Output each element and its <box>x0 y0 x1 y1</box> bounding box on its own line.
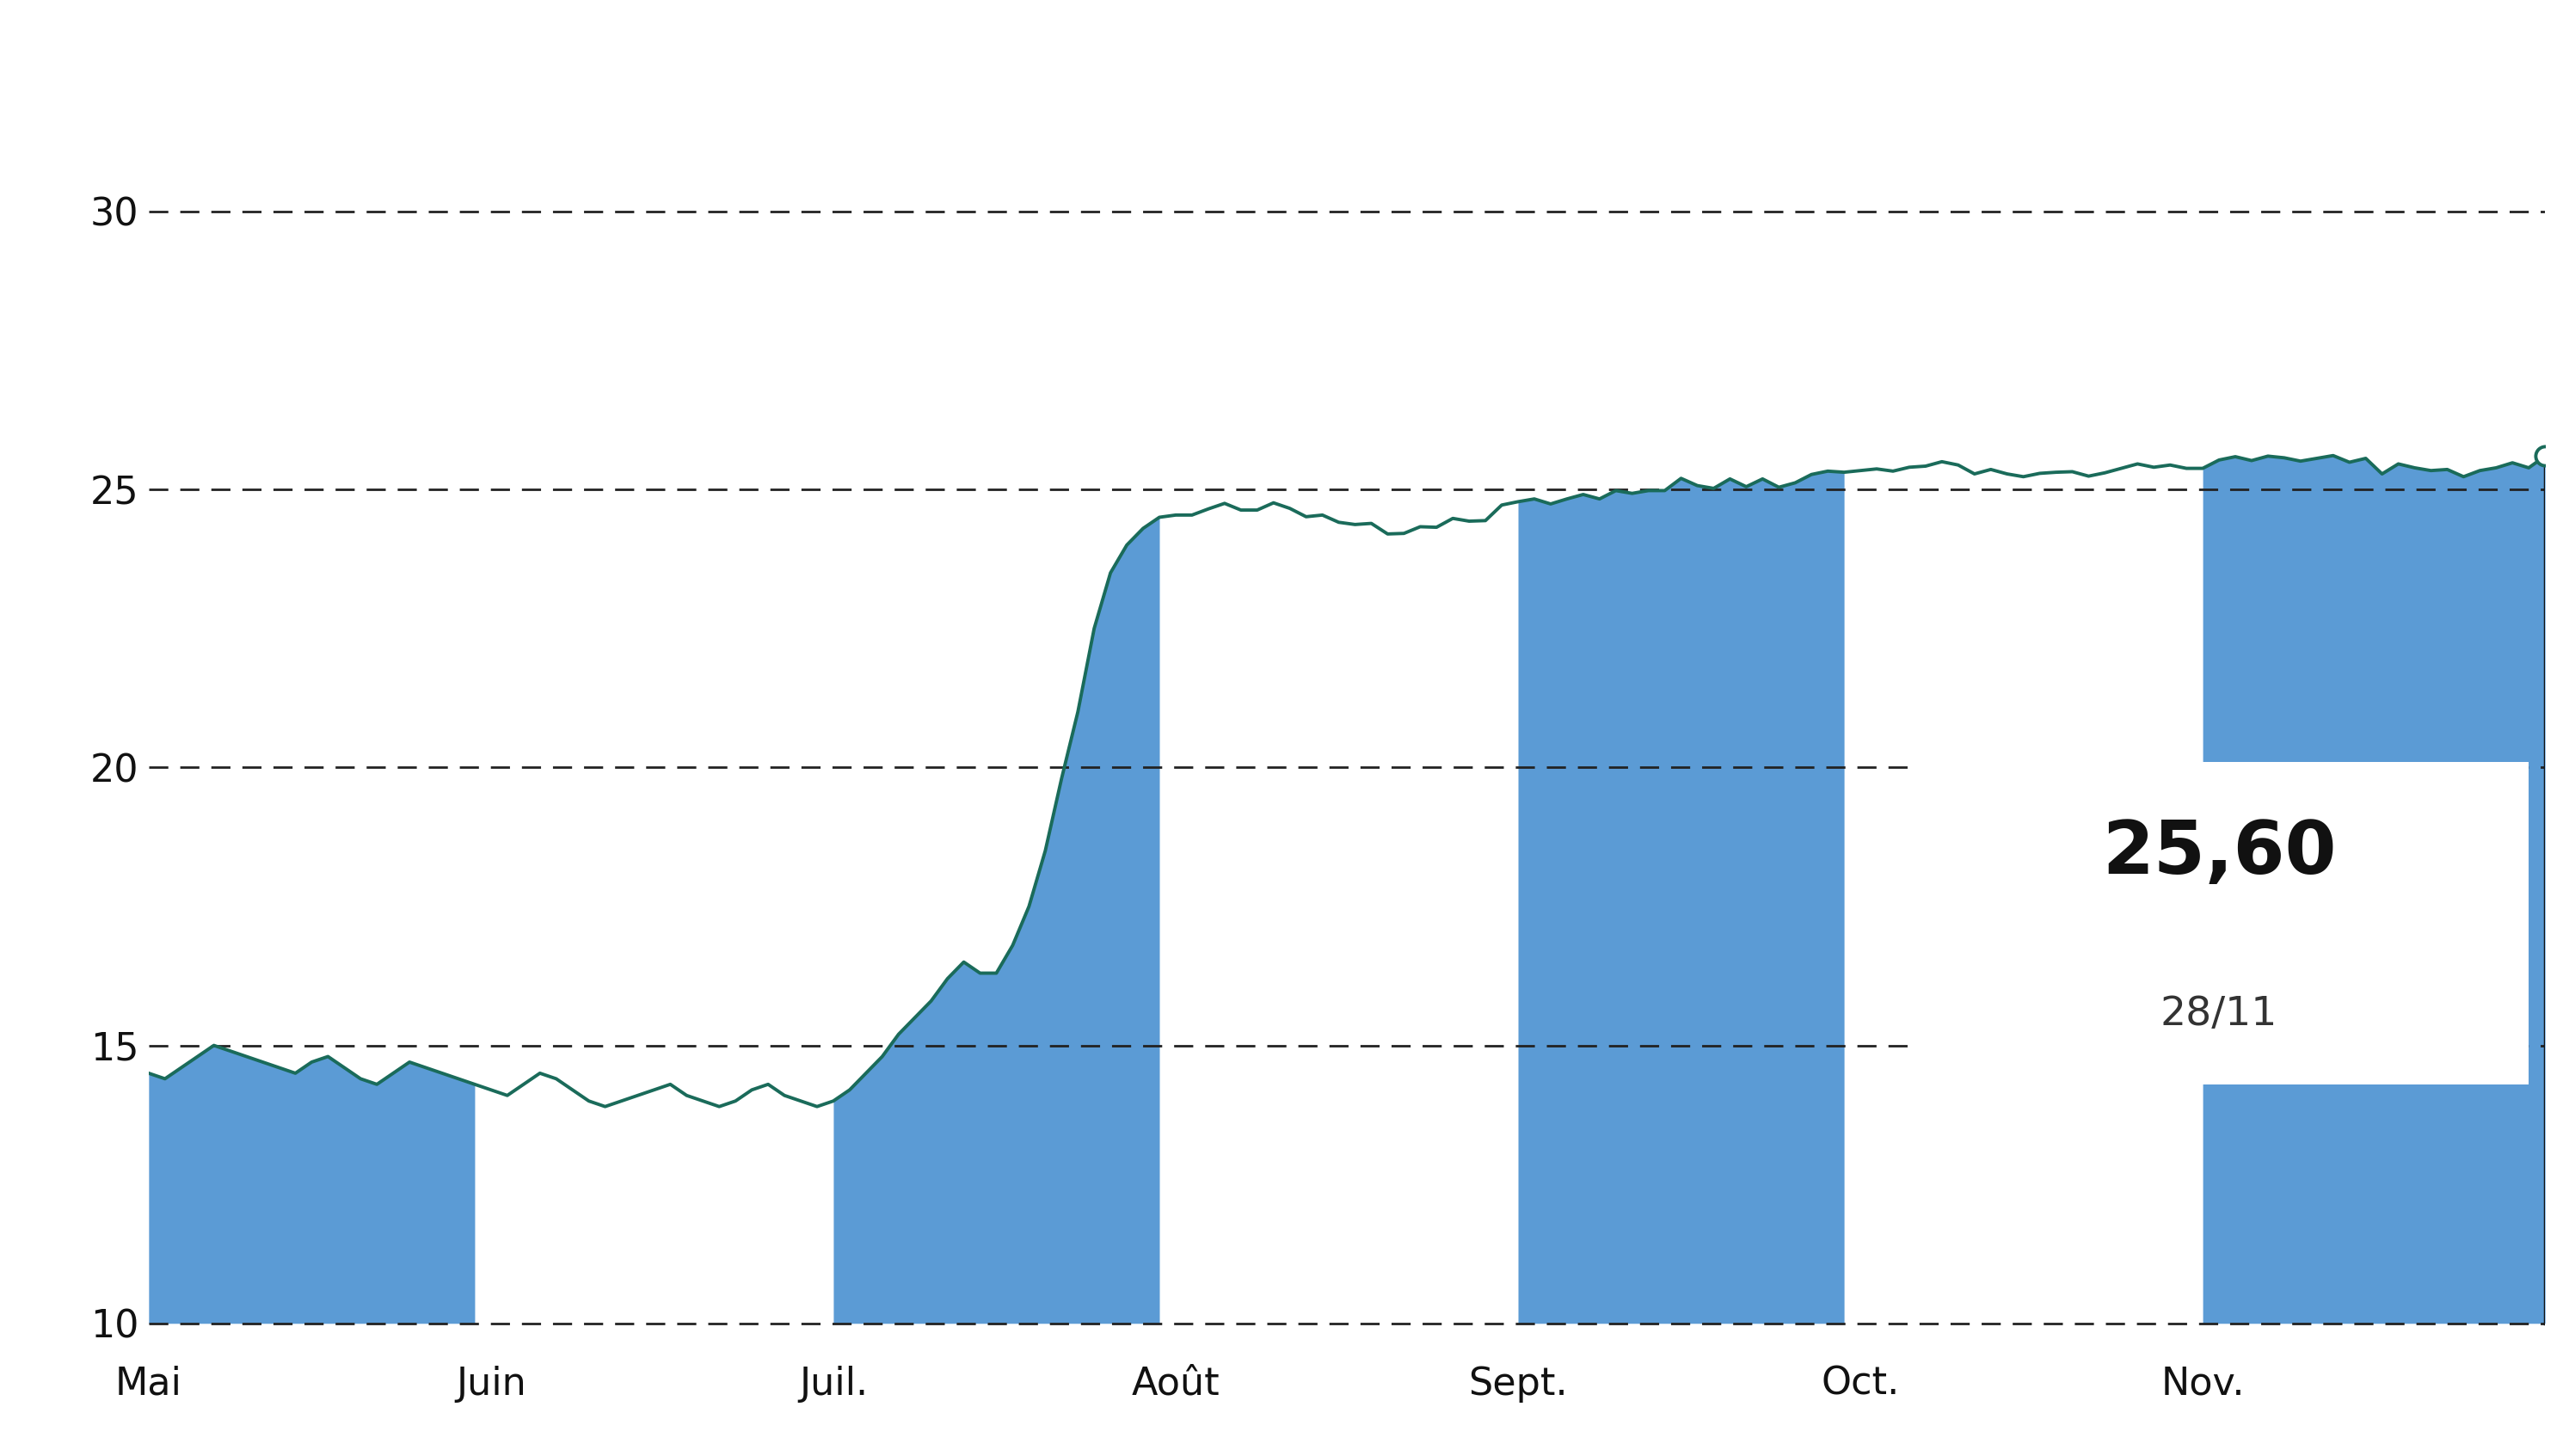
Bar <box>1909 761 2530 1085</box>
Text: 25,60: 25,60 <box>2102 817 2337 888</box>
Text: EUROBIO-SCIENTIFIC: EUROBIO-SCIENTIFIC <box>720 20 1843 114</box>
Text: 28/11: 28/11 <box>2161 996 2279 1034</box>
